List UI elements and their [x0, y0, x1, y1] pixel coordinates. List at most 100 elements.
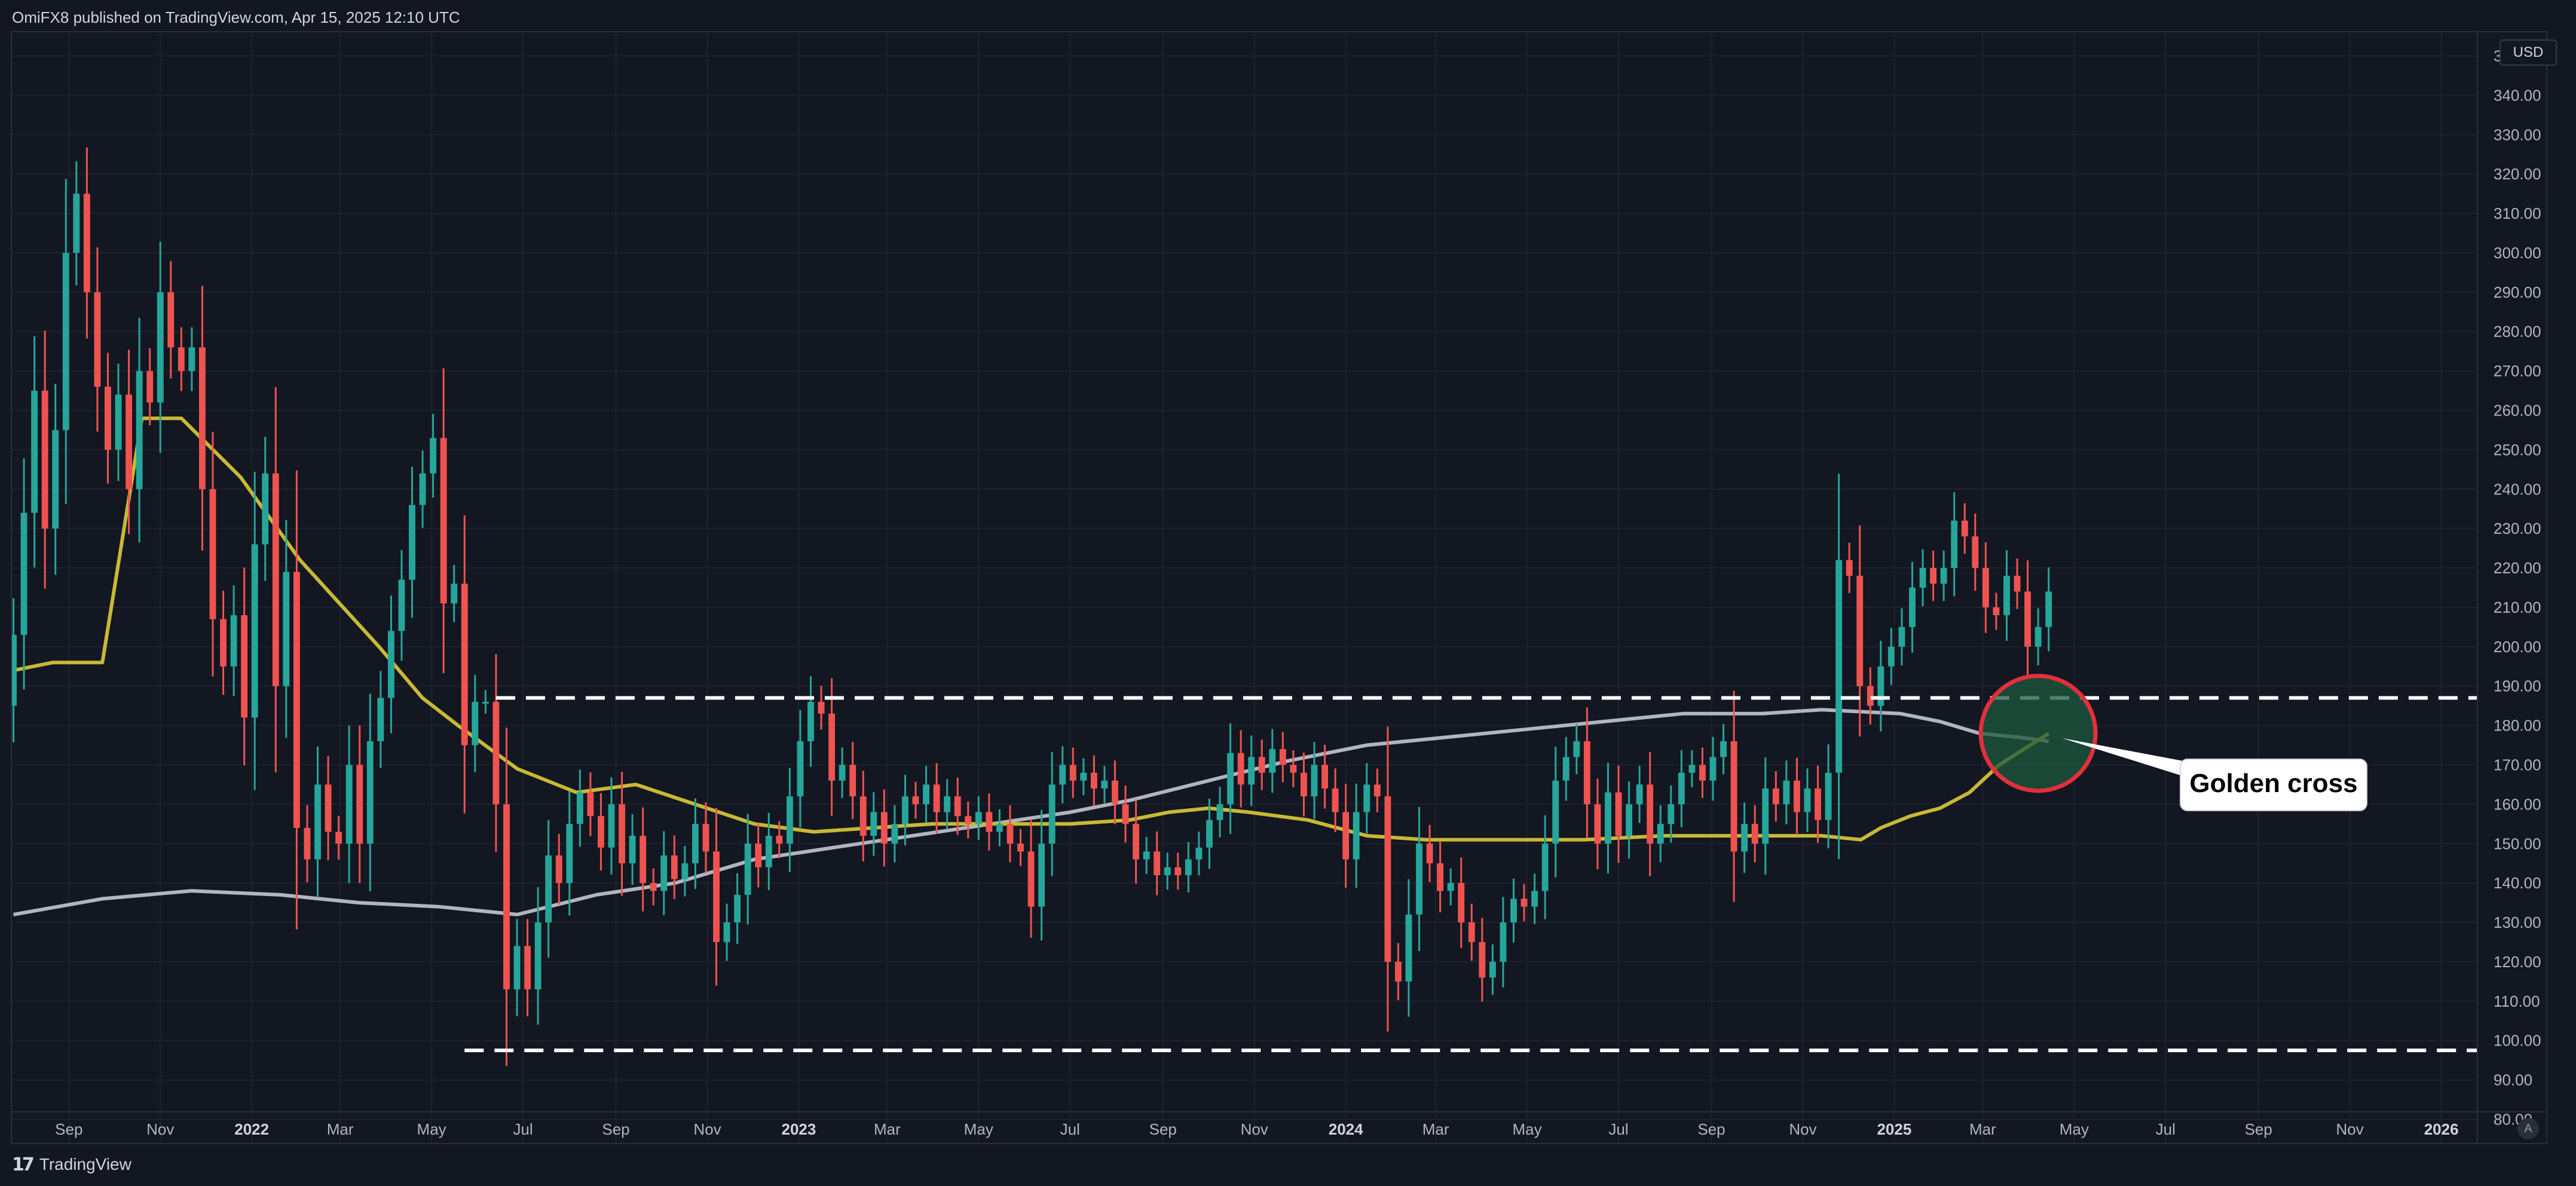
candle-body — [524, 946, 531, 990]
candle-body — [744, 843, 751, 895]
candle-body — [1783, 780, 1790, 805]
candle-body — [1961, 520, 1968, 537]
candle-body — [1468, 922, 1475, 942]
candle-body — [576, 792, 583, 824]
candle-body — [1815, 788, 1821, 820]
candle-body — [1373, 784, 1381, 797]
candle-body — [1835, 560, 1843, 773]
candle-body — [1951, 520, 1958, 568]
candle-body — [996, 824, 1003, 832]
x-tick-label: Sep — [55, 1120, 82, 1138]
candle-body — [681, 863, 689, 879]
candle-body — [1332, 788, 1339, 812]
candle-body — [157, 292, 164, 403]
auto-scale-button[interactable]: A — [2517, 1118, 2539, 1139]
x-tick-label: Jul — [513, 1120, 533, 1138]
x-tick-label: May — [417, 1120, 446, 1138]
candle-body — [492, 702, 500, 805]
y-tick-label: 190.00 — [2494, 677, 2541, 695]
candle-body — [1531, 891, 1538, 907]
candle-body — [262, 473, 269, 545]
candle-body — [902, 796, 908, 824]
candle-body — [1500, 922, 1507, 962]
x-tick-label: Sep — [602, 1120, 629, 1138]
candle-body — [1877, 666, 1884, 706]
golden-cross-highlight — [1978, 674, 2098, 793]
x-tick-label: May — [1513, 1120, 1542, 1138]
candle-body — [1909, 588, 1916, 627]
candle-body — [1541, 843, 1549, 891]
candle-body — [1741, 824, 1748, 852]
candle-body — [1394, 961, 1402, 982]
candle-body — [430, 438, 437, 473]
candle-body — [566, 824, 573, 884]
candle-body — [713, 851, 720, 942]
candle-body — [1510, 898, 1517, 923]
y-tick-label: 160.00 — [2494, 795, 2541, 813]
candle-body — [440, 438, 447, 604]
candle-body — [62, 252, 69, 430]
x-tick-label: Jul — [1060, 1120, 1080, 1138]
candle-body — [345, 765, 353, 844]
x-tick-label: Nov — [1241, 1120, 1268, 1138]
x-tick-label: Mar — [1969, 1120, 1996, 1138]
header-bar: OmiFX8 published on TradingView.com, Apr… — [0, 0, 2576, 31]
chart-area[interactable] — [11, 31, 2547, 1144]
x-tick-label: Jul — [2156, 1120, 2176, 1138]
candle-body — [1930, 568, 1937, 584]
y-tick-label: 240.00 — [2494, 480, 2541, 498]
x-tick-label: Mar — [874, 1120, 901, 1138]
candle-body — [188, 347, 195, 371]
x-tick-label: Nov — [146, 1120, 174, 1138]
candle-body — [1311, 765, 1318, 797]
x-tick-label: Sep — [1149, 1120, 1177, 1138]
footer-bar — [0, 1144, 2576, 1186]
y-tick-label: 280.00 — [2494, 323, 2541, 341]
candle-body — [891, 824, 898, 844]
y-tick-label: 270.00 — [2494, 362, 2541, 380]
y-tick-label: 100.00 — [2494, 1032, 2541, 1050]
currency-badge[interactable]: USD — [2499, 39, 2557, 66]
y-tick-label: 130.00 — [2494, 913, 2541, 931]
candle-body — [765, 836, 772, 867]
candle-body — [1017, 843, 1024, 852]
candle-body — [1437, 863, 1444, 891]
y-tick-label: 170.00 — [2494, 756, 2541, 774]
candle-body — [146, 371, 154, 403]
candle-body — [1605, 792, 1611, 844]
y-tick-label: 110.00 — [2494, 992, 2540, 1010]
x-tick-label: May — [964, 1120, 993, 1138]
candle-body — [2014, 576, 2021, 592]
candle-body — [1384, 796, 1391, 962]
candle-body — [1290, 765, 1297, 773]
candle-body — [1133, 824, 1140, 860]
y-tick-label: 300.00 — [2494, 244, 2541, 262]
x-tick-label: Mar — [327, 1120, 354, 1138]
candle-body — [1793, 780, 1800, 812]
candle-body — [83, 194, 90, 292]
candle-body — [1363, 784, 1370, 812]
candle-body — [2035, 626, 2042, 647]
candle-body — [1520, 898, 1528, 907]
candle-body — [1206, 820, 1213, 848]
y-tick-label: 180.00 — [2494, 717, 2541, 735]
candle-body — [2003, 576, 2010, 616]
candle-body — [1552, 780, 1559, 844]
candle-body — [2045, 591, 2052, 627]
candle-body — [1269, 749, 1276, 773]
candle-body — [1657, 824, 1664, 844]
candle-body — [975, 812, 982, 824]
candle-body — [1594, 804, 1601, 844]
plot-group — [12, 32, 2477, 1143]
candle-body — [1416, 843, 1422, 915]
tradingview-logo[interactable]: 17 TradingView — [12, 1154, 131, 1175]
candle-body — [1647, 784, 1654, 844]
y-tick-label: 260.00 — [2494, 402, 2541, 420]
publisher-text: OmiFX8 published on TradingView.com, Apr… — [12, 8, 460, 26]
candle-body — [241, 615, 248, 718]
candle-body — [933, 784, 940, 812]
y-tick-label: 330.00 — [2494, 126, 2541, 143]
candle-body — [1426, 843, 1433, 864]
candle-body — [1216, 804, 1223, 820]
